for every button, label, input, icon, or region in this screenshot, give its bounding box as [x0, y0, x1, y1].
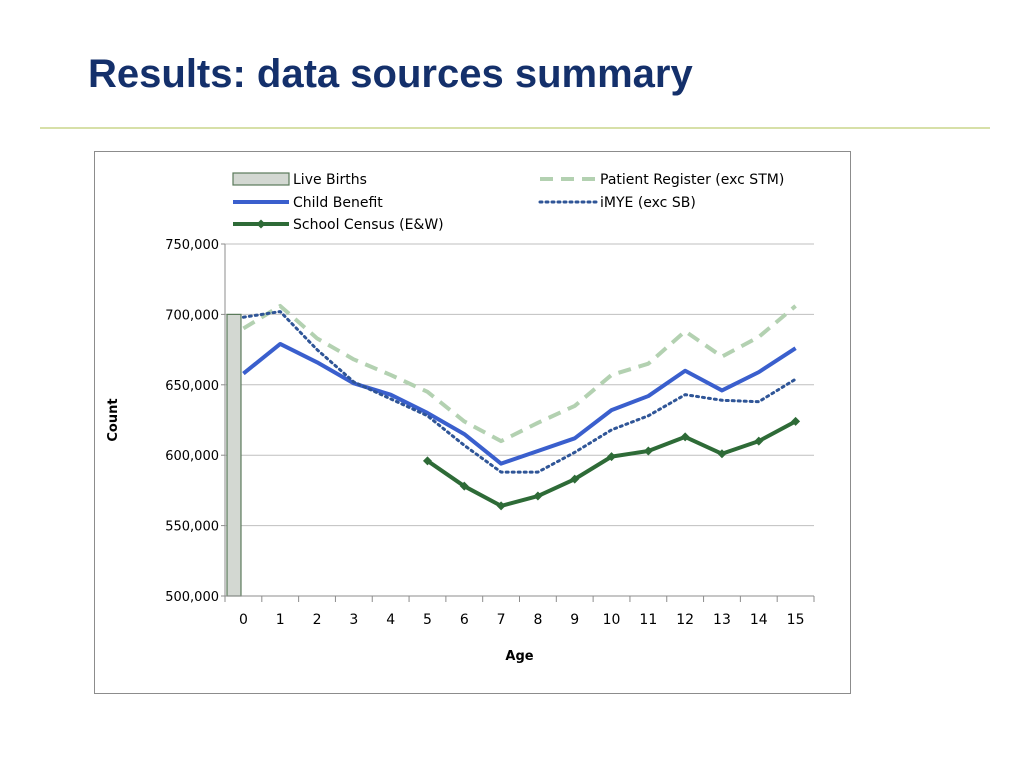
x-tick-label: 10 [603, 612, 621, 628]
data-point-marker [791, 416, 801, 426]
x-tick-label: 13 [713, 612, 731, 628]
legend-marker [256, 219, 266, 229]
series-line-imye-exc-sb [241, 310, 798, 474]
bar-live-births [226, 313, 242, 597]
data-point-marker [422, 456, 432, 466]
data-point-marker [680, 432, 690, 442]
y-tick-label: 650,000 [165, 379, 219, 394]
chart-frame: 500,000 550,000 600,000 650,000 700,000 750,0… [94, 151, 851, 694]
x-tick-label: 8 [533, 612, 542, 628]
y-tick-label: 600,000 [165, 449, 219, 464]
data-point-marker [607, 452, 617, 462]
x-tick-label: 4 [386, 612, 395, 628]
x-tick-label: 1 [276, 612, 285, 628]
x-axis-title: Age [505, 649, 533, 664]
x-tick-label: 3 [349, 612, 358, 628]
data-point-marker [459, 481, 469, 491]
legend-swatch-live-births [232, 172, 290, 186]
x-tick-label: 0 [239, 612, 248, 628]
x-tick-label: 14 [750, 612, 768, 628]
x-tick-label: 7 [497, 612, 506, 628]
legend-label-live-births: Live Births [293, 172, 367, 188]
y-tick-label: 700,000 [165, 308, 219, 323]
data-point-marker [754, 436, 764, 446]
x-tick-label: 5 [423, 612, 432, 628]
series-line-patient-register-exc-stm [242, 303, 797, 444]
x-tick-label: 6 [460, 612, 469, 628]
legend-label-school-census-e-w: School Census (E&W) [293, 217, 444, 233]
x-tick-label: 9 [570, 612, 579, 628]
legend-label-patient-register-exc-stm: Patient Register (exc STM) [600, 172, 784, 188]
legend-label-imye-exc-sb: iMYE (exc SB) [600, 195, 696, 211]
data-point-marker [570, 474, 580, 484]
data-point-marker [533, 491, 543, 501]
y-tick-label: 550,000 [165, 520, 219, 535]
y-axis-title: Count [106, 398, 121, 441]
y-tick-label: 750,000 [165, 238, 219, 253]
series-line-school-census-e-w [426, 419, 797, 508]
legend-label-child-benefit: Child Benefit [293, 195, 383, 211]
slide-title: Results: data sources summary [88, 52, 693, 96]
x-tick-label: 2 [313, 612, 322, 628]
data-point-marker [717, 449, 727, 459]
series-line-child-benefit [242, 341, 797, 466]
data-point-marker [643, 446, 653, 456]
chart-svg: 500,000 550,000 600,000 650,000 700,000 750,0… [106, 172, 815, 664]
data-point-marker [496, 501, 506, 511]
title-divider [40, 127, 990, 129]
y-tick-label: 500,000 [165, 590, 219, 605]
x-tick-label: 11 [639, 612, 657, 628]
x-tick-label: 15 [787, 612, 805, 628]
x-tick-label: 12 [676, 612, 694, 628]
